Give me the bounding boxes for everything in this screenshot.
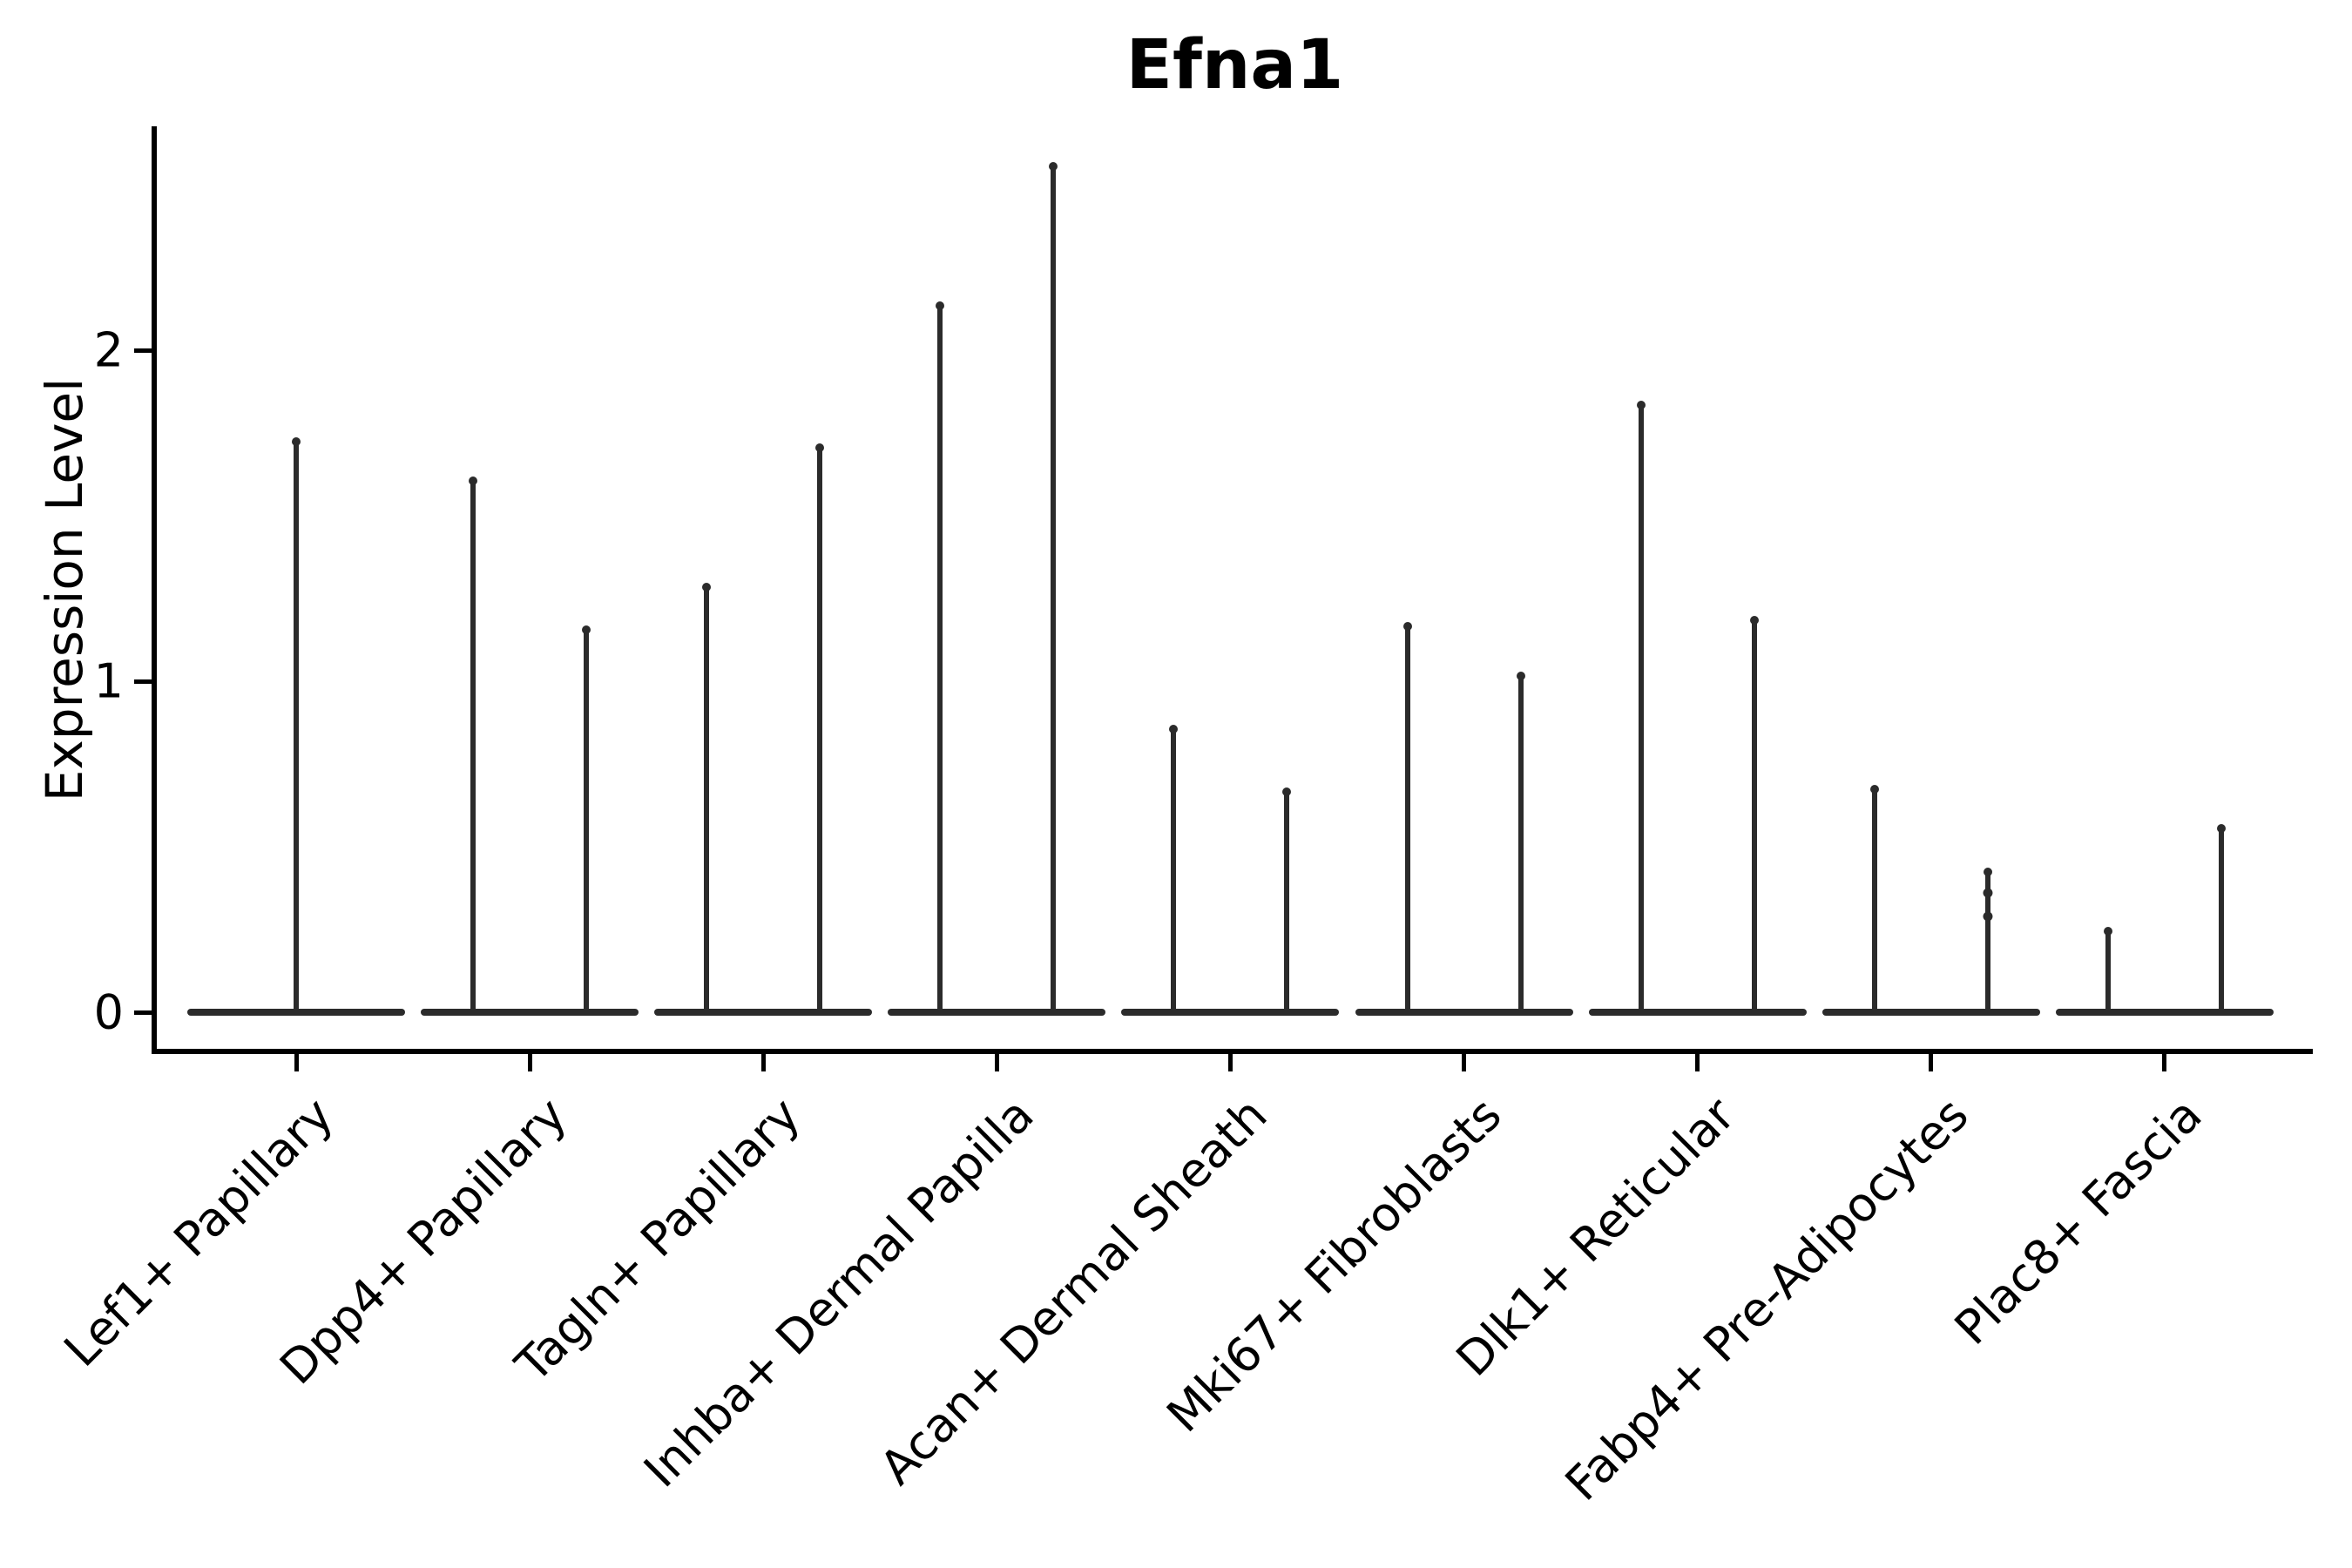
violin-spike xyxy=(704,585,710,1012)
x-tick xyxy=(2162,1054,2167,1071)
violin-base xyxy=(2055,1009,2274,1016)
y-tick xyxy=(134,679,152,684)
violin-spike xyxy=(294,439,299,1012)
violin-spike-cap xyxy=(292,436,301,446)
y-tick xyxy=(134,348,152,353)
violin-spike-cap xyxy=(1169,725,1179,734)
violin-spike-cap xyxy=(2103,927,2112,936)
violin-spike-cap xyxy=(1049,162,1058,172)
violin-spike-cap xyxy=(582,625,591,635)
y-tick-label: 0 xyxy=(93,984,124,1040)
violin-spike-cap xyxy=(2216,824,2226,834)
y-tick-label: 1 xyxy=(93,653,124,709)
x-tick xyxy=(294,1054,299,1071)
violin-spike-cap xyxy=(469,476,478,486)
violin-spike-cap xyxy=(1402,622,1412,632)
x-tick xyxy=(994,1054,999,1071)
violin-spike xyxy=(470,479,476,1012)
violin-base xyxy=(1121,1009,1340,1016)
violin-spike xyxy=(2218,827,2224,1012)
violin-base xyxy=(1821,1009,2040,1016)
violin-spike-cap xyxy=(815,443,825,453)
y-tick-label: 2 xyxy=(93,322,124,378)
violin-spike xyxy=(2105,929,2111,1012)
violin-knot xyxy=(1983,888,1993,898)
violin-spike-cap xyxy=(1749,615,1759,625)
x-tick xyxy=(1929,1054,1934,1071)
violin-base xyxy=(654,1009,873,1016)
violin-spike-cap xyxy=(702,582,712,591)
violin-spike xyxy=(937,303,943,1012)
y-tick xyxy=(134,1010,152,1015)
x-tick xyxy=(1695,1054,1700,1071)
violin-spike-cap xyxy=(1636,400,1646,409)
x-tick xyxy=(527,1054,532,1071)
violin-spike xyxy=(1638,402,1644,1012)
violin-spike-cap xyxy=(1869,784,1879,794)
x-axis-spine xyxy=(152,1049,2313,1054)
violin-spike xyxy=(584,628,590,1012)
violin-spike-cap xyxy=(936,301,945,310)
chart-title: Efna1 xyxy=(1125,26,1344,105)
violin-spike xyxy=(1517,674,1524,1012)
violin-base xyxy=(421,1009,639,1016)
violin-base xyxy=(1355,1009,1573,1016)
violin-base xyxy=(187,1009,405,1016)
violin-spike xyxy=(1984,869,1990,1012)
violin-spike xyxy=(1051,165,1057,1012)
violin-spike xyxy=(1171,727,1177,1012)
y-axis-label: Expression Level xyxy=(35,377,94,802)
violin-spike-cap xyxy=(1516,672,1525,681)
violin-spike xyxy=(1871,787,1877,1012)
violin-spike-cap xyxy=(1983,867,1992,876)
x-tick xyxy=(760,1054,766,1071)
violin-spike xyxy=(1751,618,1757,1012)
violin-spike xyxy=(1404,625,1410,1012)
x-tick xyxy=(1462,1054,1466,1071)
violin-base xyxy=(1588,1009,1807,1016)
violin-knot xyxy=(1983,911,1993,922)
violin-spike-cap xyxy=(1282,787,1292,797)
violin-spike xyxy=(1284,790,1290,1012)
violin-spike xyxy=(817,446,823,1012)
violin-base xyxy=(888,1009,1106,1016)
y-axis-spine xyxy=(152,126,157,1054)
x-tick xyxy=(1227,1054,1233,1071)
